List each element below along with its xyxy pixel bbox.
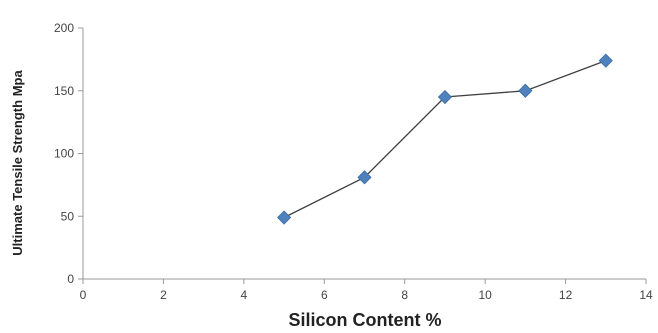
data-point xyxy=(357,170,372,185)
x-ticks: 0 2 4 6 8 10 12 14 xyxy=(80,279,653,302)
y-tick-label: 0 xyxy=(67,272,74,286)
x-axis-title: Silicon Content % xyxy=(289,310,442,330)
axes xyxy=(82,28,646,280)
x-tick-label: 10 xyxy=(478,288,492,302)
x-tick-label: 6 xyxy=(321,288,328,302)
y-ticks: 0 50 100 150 200 xyxy=(54,21,83,286)
data-point xyxy=(598,53,613,68)
x-tick-label: 14 xyxy=(639,288,653,302)
y-tick-label: 150 xyxy=(54,84,74,98)
x-tick-label: 12 xyxy=(559,288,573,302)
data-point xyxy=(437,89,452,105)
series-group xyxy=(277,53,613,225)
x-tick-label: 4 xyxy=(241,288,248,302)
data-point xyxy=(518,83,533,98)
data-point xyxy=(277,210,292,225)
y-axis-title: Ultimate Tensile Strength Mpa xyxy=(10,70,25,256)
y-tick-label: 200 xyxy=(54,21,74,35)
x-tick-label: 0 xyxy=(80,288,87,302)
x-tick-label: 2 xyxy=(160,288,167,302)
series-line xyxy=(283,59,607,219)
y-tick-label: 100 xyxy=(54,147,74,161)
y-tick-label: 50 xyxy=(61,209,75,223)
x-tick-label: 8 xyxy=(401,288,408,302)
